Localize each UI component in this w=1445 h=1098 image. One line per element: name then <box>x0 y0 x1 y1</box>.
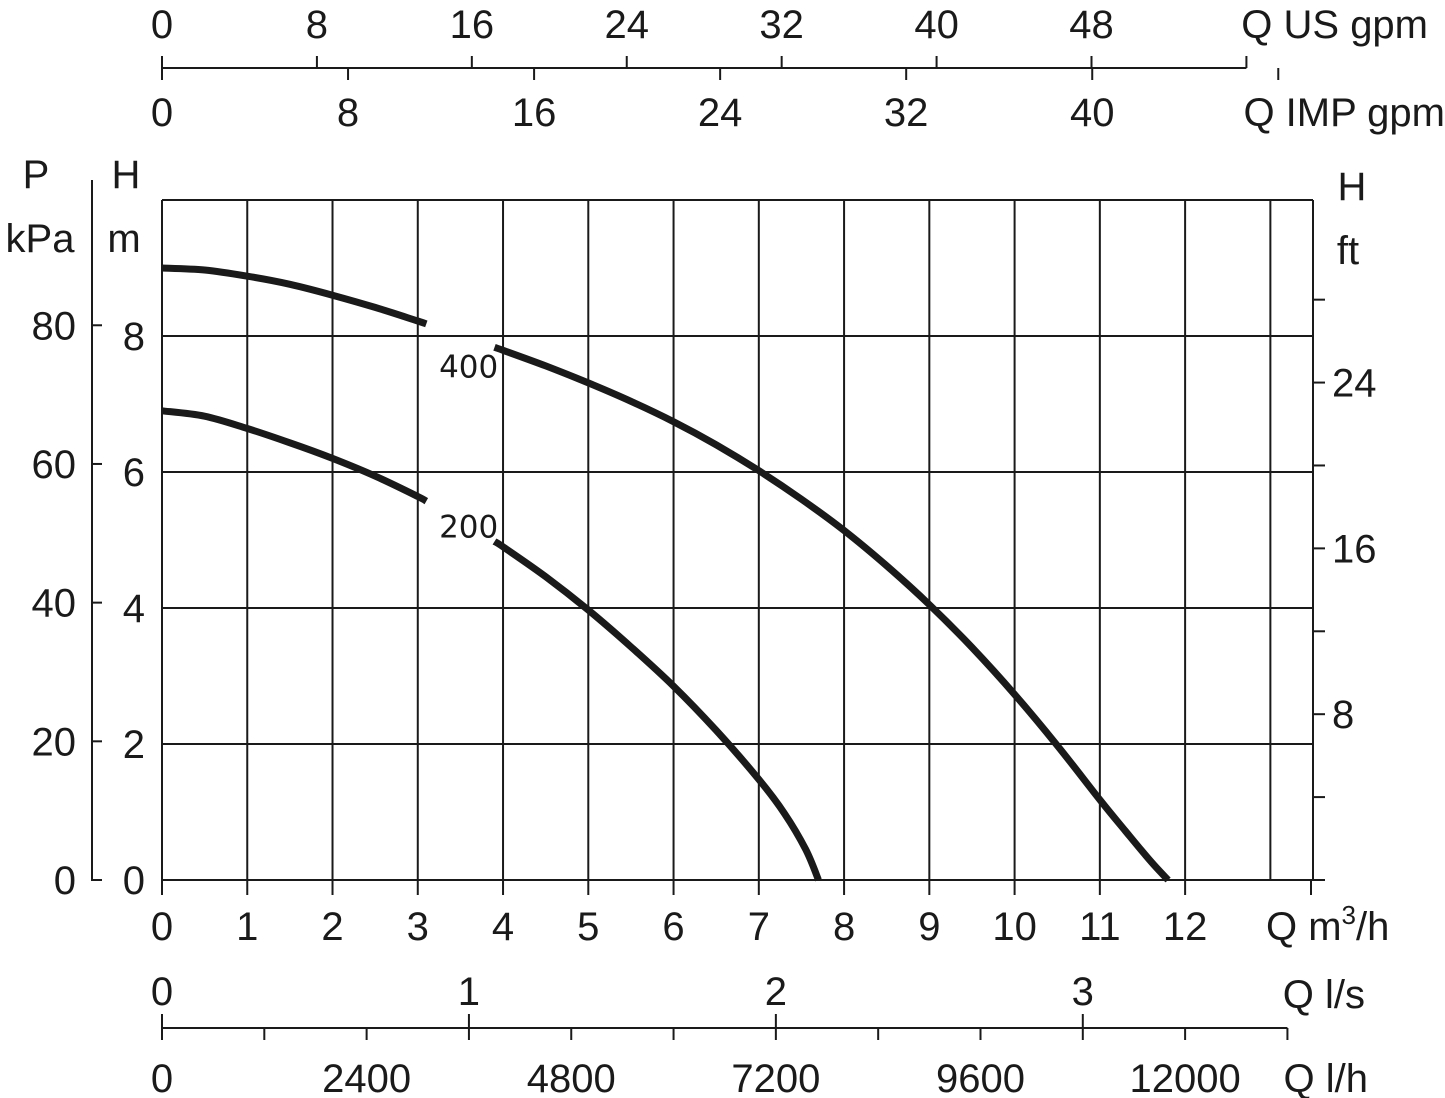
curve-400-segment-right <box>493 343 1171 883</box>
x-tick-label: 9 <box>918 905 940 949</box>
imp-gpm-tick-label: 40 <box>1070 91 1115 135</box>
x-tick-label: 5 <box>577 905 599 949</box>
imp-gpm-tick-label: 32 <box>884 91 929 135</box>
curve-200-segment-right <box>492 538 822 882</box>
x-tick-label: 12 <box>1163 905 1208 949</box>
ft-tick-label: 8 <box>1332 693 1354 737</box>
curve-label-400: 400 <box>439 350 498 386</box>
imp-gpm-tick-label: 8 <box>337 91 359 135</box>
us-gpm-title: Q US gpm <box>1241 3 1428 47</box>
kpa-tick-label: 20 <box>32 720 77 764</box>
kpa-tick-label: 40 <box>32 582 77 626</box>
imp-gpm-tick-label: 24 <box>698 91 743 135</box>
kpa-tick-label: 80 <box>32 304 77 348</box>
curves: 400 200 <box>161 264 1171 883</box>
x-tick-label: 6 <box>662 905 684 949</box>
lh-tick-label: 9600 <box>936 1057 1025 1098</box>
kpa-title-kpa: kPa <box>6 217 76 261</box>
kpa-tick-label: 0 <box>54 859 76 903</box>
ls-tick-label: 2 <box>765 970 787 1014</box>
y-tick-label-m: 4 <box>123 587 145 631</box>
x-axis-title-m3h: Q m3/h <box>1266 900 1389 949</box>
us-gpm-tick-label: 40 <box>914 3 959 47</box>
y-tick-label-m: 6 <box>123 451 145 495</box>
ls-tick-label: 3 <box>1072 970 1094 1014</box>
curve-400-segment-left <box>161 264 428 328</box>
lh-tick-label: 12000 <box>1129 1057 1240 1098</box>
y-tick-label-m: 0 <box>123 859 145 903</box>
lh-tick-label: 7200 <box>731 1057 820 1098</box>
lh-tick-label: 4800 <box>527 1057 616 1098</box>
imp-gpm-tick-label: 0 <box>151 91 173 135</box>
y-tick-label-m: 8 <box>123 315 145 359</box>
ft-tick-label: 24 <box>1332 362 1377 406</box>
x-tick-label: 3 <box>407 905 429 949</box>
y-axis-title-m: m <box>107 217 140 261</box>
lh-title: Q l/h <box>1284 1057 1368 1098</box>
us-gpm-tick-label: 8 <box>306 3 328 47</box>
us-gpm-tick-label: 32 <box>759 3 804 47</box>
x-axis-title-end: /h <box>1356 905 1389 949</box>
us-gpm-tick-label: 24 <box>604 3 649 47</box>
y-tick-label-m: 2 <box>123 723 145 767</box>
x-tick-label: 4 <box>492 905 514 949</box>
imp-gpm-title: Q IMP gpm <box>1243 91 1445 135</box>
x-tick-label: 10 <box>992 905 1037 949</box>
imp-gpm-tick-label: 16 <box>512 91 557 135</box>
us-gpm-tick-label: 16 <box>450 3 495 47</box>
y-axis-title-h: H <box>112 153 141 197</box>
kpa-tick-label: 60 <box>32 443 77 487</box>
tick-labels: 0 1 2 3 4 5 6 7 8 9 10 11 12 Q m3/h02468Hm020406080Pk… <box>6 3 1445 1098</box>
x-tick-label: 8 <box>833 905 855 949</box>
lh-tick-label: 0 <box>151 1057 173 1098</box>
grid <box>161 199 1314 881</box>
us-gpm-tick-label: 48 <box>1069 3 1114 47</box>
axes <box>91 56 1325 1040</box>
curve-label-200: 200 <box>439 509 498 545</box>
ft-title-h: H <box>1338 165 1367 209</box>
curve-200-segment-left <box>161 407 429 505</box>
ls-tick-label: 0 <box>151 970 173 1014</box>
ft-tick-label: 16 <box>1332 527 1377 571</box>
us-gpm-tick-label: 0 <box>151 3 173 47</box>
x-tick-label: 2 <box>321 905 343 949</box>
x-tick-label: 11 <box>1079 905 1121 949</box>
x-tick-label: 7 <box>748 905 770 949</box>
x-tick-label: 1 <box>236 905 258 949</box>
ls-tick-label: 1 <box>458 970 480 1014</box>
x-axis-title-sup: 3 <box>1342 900 1356 930</box>
kpa-title-p: P <box>23 153 50 197</box>
ft-title-ft: ft <box>1337 229 1359 273</box>
lh-tick-label: 2400 <box>322 1057 411 1098</box>
ls-title: Q l/s <box>1283 973 1365 1017</box>
x-tick-label: 0 <box>151 905 173 949</box>
